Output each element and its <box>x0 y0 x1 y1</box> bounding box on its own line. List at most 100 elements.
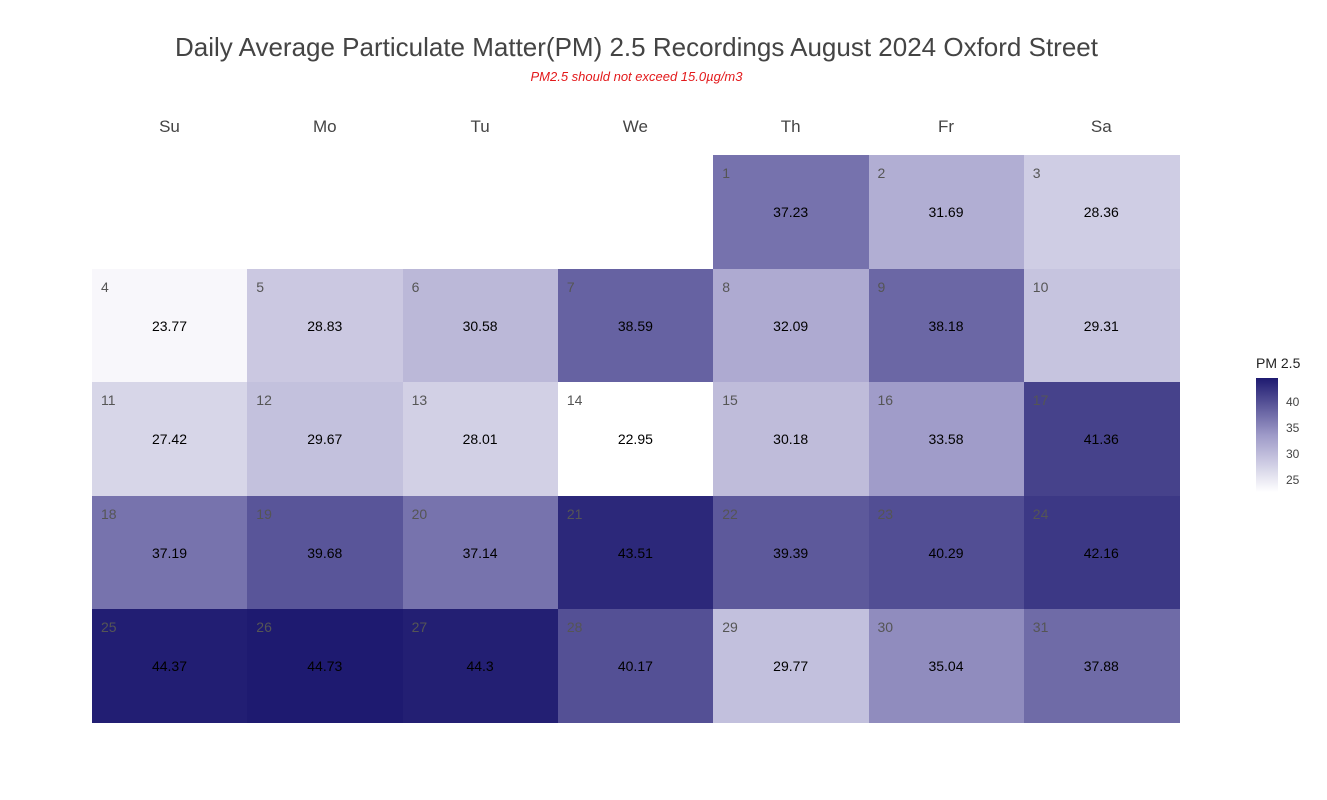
day-cell: 18 37.19 <box>92 495 248 610</box>
pm25-value-label: 39.68 <box>307 544 343 561</box>
pm25-value-label: 29.31 <box>1083 317 1119 334</box>
legend-tick-label: 35 <box>1286 420 1300 435</box>
pm25-value-label: 32.09 <box>773 317 809 334</box>
legend-tick-label: 25 <box>1286 473 1300 488</box>
day-number: 6 <box>411 278 420 295</box>
day-cell: 12 29.67 <box>247 382 404 496</box>
day-number: 3 <box>1032 165 1041 181</box>
day-number: 8 <box>722 278 730 295</box>
day-cell: 1 37.23 <box>713 155 870 269</box>
pm25-value-label: 38.59 <box>617 317 653 334</box>
pm25-value-label: 30.18 <box>773 431 809 447</box>
day-cell: 30 35.04 <box>868 609 1025 723</box>
day-number: 11 <box>101 392 116 408</box>
pm25-value-label: 40.29 <box>928 544 964 561</box>
day-cell: 29 29.77 <box>713 609 870 723</box>
pm25-value-label: 44.73 <box>307 658 343 674</box>
pm25-value-label: 28.83 <box>307 317 343 334</box>
day-number: 28 <box>566 619 583 635</box>
pm25-value-label: 40.17 <box>617 658 653 674</box>
day-number: 19 <box>256 505 272 522</box>
pm25-value-label: 31.69 <box>928 204 964 220</box>
pm25-value-label: 27.42 <box>151 431 188 447</box>
weekday-label-we: We <box>622 117 648 136</box>
weekday-label-fr: Fr <box>937 117 955 136</box>
day-number: 4 <box>101 278 109 295</box>
legend-colorbar <box>1256 378 1278 492</box>
day-cell: 21 43.51 <box>557 495 714 610</box>
day-number: 12 <box>256 392 272 408</box>
day-cell: 15 30.18 <box>713 382 870 496</box>
day-cell: 11 27.42 <box>92 382 248 496</box>
pm25-value-label: 33.58 <box>928 431 964 447</box>
day-number: 20 <box>411 505 428 522</box>
weekday-label-tu: Tu <box>470 117 490 136</box>
day-cell: 19 39.68 <box>247 495 404 610</box>
weekday-label-mo: Mo <box>312 117 337 136</box>
day-number: 15 <box>722 392 738 408</box>
pm25-value-label: 22.95 <box>617 431 653 447</box>
pm25-value-label: 38.18 <box>928 317 964 334</box>
day-cell: 25 44.37 <box>92 609 248 723</box>
day-number: 16 <box>877 392 894 408</box>
day-cell: 5 28.83 <box>247 268 404 383</box>
day-cell: 13 28.01 <box>402 382 559 496</box>
pm25-value-label: 37.14 <box>462 544 498 561</box>
day-cell: 24 42.16 <box>1023 495 1180 610</box>
day-cell: 26 44.73 <box>247 609 404 723</box>
day-cell: 17 41.36 <box>1023 382 1180 496</box>
day-number: 17 <box>1032 392 1049 408</box>
day-number: 5 <box>256 278 265 295</box>
day-cell: 4 23.77 <box>92 268 248 383</box>
day-number: 1 <box>722 165 730 181</box>
pm25-value-label: 28.36 <box>1083 204 1119 220</box>
day-number: 31 <box>1032 619 1049 635</box>
day-number: 9 <box>877 278 886 295</box>
legend-title: PM 2.5 <box>1256 355 1301 371</box>
pm25-value-label: 35.04 <box>928 658 964 674</box>
pm25-value-label: 23.77 <box>151 317 188 334</box>
legend-tick-label: 30 <box>1286 447 1300 462</box>
pm25-value-label: 44.37 <box>151 658 188 674</box>
day-number: 27 <box>411 619 428 635</box>
day-number: 14 <box>566 392 583 408</box>
day-cell: 7 38.59 <box>557 268 714 383</box>
day-cell: 6 30.58 <box>402 268 559 383</box>
pm25-value-label: 43.51 <box>617 544 653 561</box>
pm25-value-label: 28.01 <box>462 431 498 447</box>
day-cell: 20 37.14 <box>402 495 559 610</box>
day-cell: 16 33.58 <box>868 382 1025 496</box>
day-cell: 22 39.39 <box>713 495 870 610</box>
day-number: 2 <box>877 165 886 181</box>
pm25-value-label: 41.36 <box>1083 431 1119 447</box>
day-number: 25 <box>101 619 117 635</box>
day-cell: 14 22.95 <box>557 382 714 496</box>
day-number: 7 <box>566 278 575 295</box>
day-cell: 3 28.36 <box>1023 155 1180 269</box>
day-number: 23 <box>877 505 894 522</box>
weekday-label-su: Su <box>159 117 180 136</box>
pm25-value-label: 42.16 <box>1083 544 1119 561</box>
pm25-value-label: 29.77 <box>773 658 809 674</box>
day-number: 10 <box>1032 278 1049 295</box>
pm25-value-label: 29.67 <box>307 431 343 447</box>
day-cell: 31 37.88 <box>1023 609 1180 723</box>
pm25-value-label: 44.3 <box>466 658 494 674</box>
weekday-label-sa: Sa <box>1090 117 1112 136</box>
pm25-value-label: 37.19 <box>151 544 188 561</box>
day-number: 13 <box>411 392 428 408</box>
chart-title: Daily Average Particulate Matter(PM) 2.5… <box>175 32 1098 62</box>
pm25-value-label: 39.39 <box>773 544 809 561</box>
legend-tick-label: 40 <box>1286 394 1300 409</box>
pm25-value-label: 30.58 <box>462 317 498 334</box>
day-number: 30 <box>877 619 894 635</box>
day-cell: 27 44.3 <box>402 609 559 723</box>
day-number: 24 <box>1032 505 1049 522</box>
day-number: 18 <box>101 505 117 522</box>
chart-subtitle: PM2.5 should not exceed 15.0µg/m3 <box>530 69 743 84</box>
day-cell: 2 31.69 <box>868 155 1025 269</box>
day-number: 29 <box>722 619 738 635</box>
day-cell: 23 40.29 <box>868 495 1025 610</box>
day-cell: 28 40.17 <box>557 609 714 723</box>
day-number: 22 <box>722 505 738 522</box>
